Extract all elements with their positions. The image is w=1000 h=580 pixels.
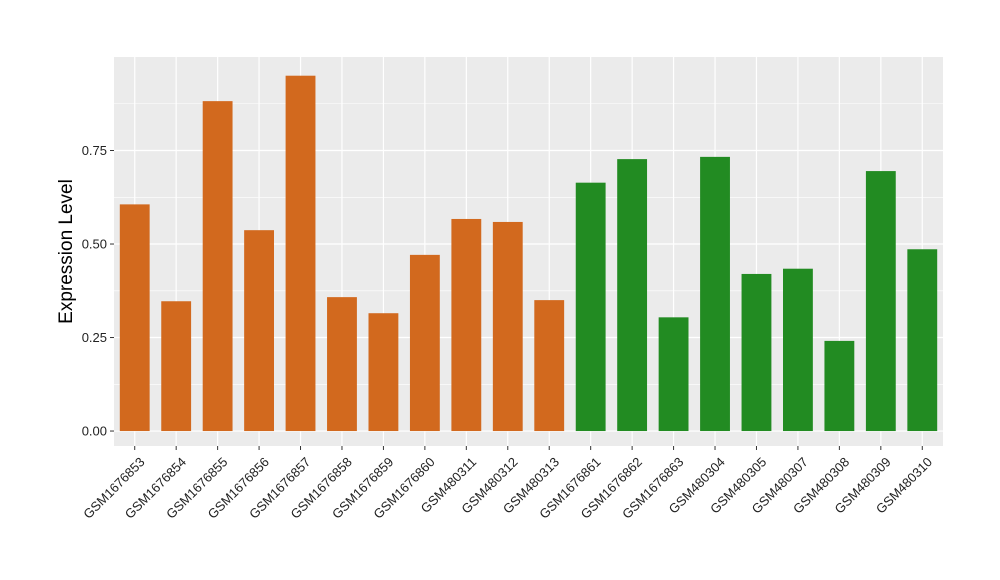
- bar-GSM1676858: [327, 297, 357, 432]
- y-tick-label: 0.50: [82, 237, 107, 252]
- bar-GSM1676857: [285, 75, 316, 432]
- bar-GSM480308: [824, 340, 855, 432]
- bar-GSM480311: [451, 218, 482, 432]
- bar-GSM480310: [907, 249, 938, 432]
- bar-GSM1676855: [202, 101, 233, 432]
- bar-GSM480304: [700, 156, 730, 432]
- bar-GSM1676856: [244, 230, 274, 432]
- bar-GSM1676854: [161, 301, 192, 432]
- plot-panel: [114, 57, 943, 446]
- bar-GSM480305: [741, 273, 772, 432]
- bar-GSM1676862: [617, 159, 648, 432]
- bar-GSM1676859: [368, 313, 399, 432]
- y-tick-label: 0.00: [82, 424, 107, 439]
- bar-GSM480313: [534, 300, 565, 432]
- y-tick-label: 0.75: [82, 143, 107, 158]
- y-tick-label: 0.25: [82, 330, 107, 345]
- y-axis-title: Expression Level: [56, 179, 77, 324]
- bar-GSM480309: [865, 171, 896, 432]
- bar-GSM1676863: [658, 317, 689, 432]
- bar-GSM1676860: [409, 254, 440, 432]
- bars: [119, 75, 938, 432]
- bar-GSM480307: [783, 268, 813, 432]
- bar-GSM1676861: [575, 182, 606, 432]
- bar-GSM1676853: [119, 204, 150, 432]
- y-axis: 0.00 0.25 0.50 0.75: [82, 143, 114, 439]
- bar-GSM480312: [492, 221, 523, 432]
- x-axis: GSM1676853GSM1676854GSM1676855GSM1676856…: [80, 446, 935, 522]
